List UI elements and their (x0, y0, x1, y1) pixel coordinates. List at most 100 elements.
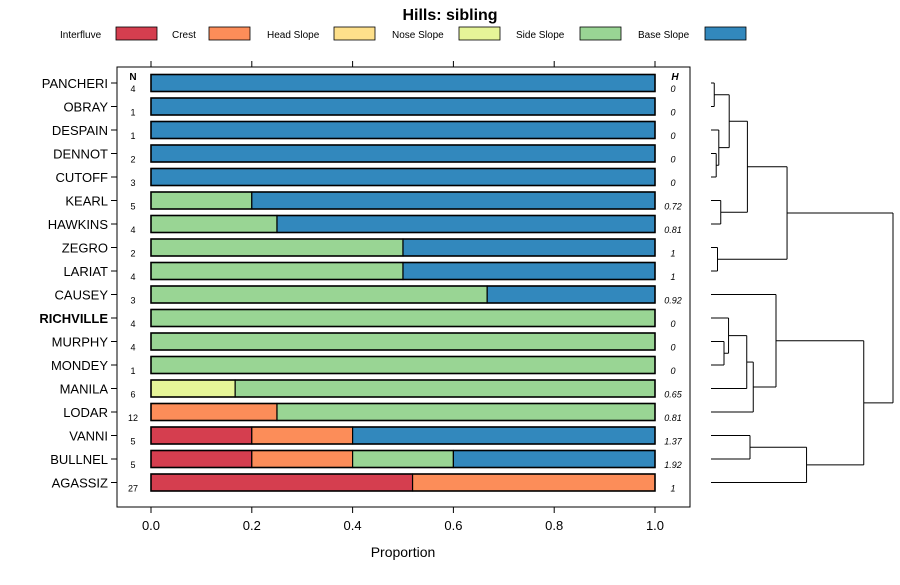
legend-label: Interfluve (60, 30, 102, 41)
n-value: 1 (130, 366, 135, 376)
n-value: 3 (130, 178, 135, 188)
n-value: 12 (128, 413, 138, 423)
x-tick-label: 0.6 (444, 518, 462, 533)
x-tick-label: 0.2 (243, 518, 261, 533)
bar-segment (150, 308, 656, 328)
n-value: 5 (130, 437, 135, 447)
row-label: LARIAT (63, 264, 108, 279)
bar-outline (150, 379, 656, 398)
bar-segment (352, 426, 656, 445)
row-label: RICHVILLE (39, 311, 108, 326)
bar-outline (150, 167, 656, 187)
bar-segment (276, 214, 656, 234)
bar-outline (150, 473, 656, 492)
legend-label: Head Slope (267, 30, 320, 41)
row-label: KEARL (65, 194, 108, 209)
row-label: CUTOFF (56, 170, 109, 185)
bar-outline (150, 97, 656, 116)
bar-outline (150, 238, 656, 257)
h-header: H (671, 72, 679, 83)
bar-segment (486, 285, 656, 304)
row-label: ZEGRO (62, 241, 108, 256)
bar-segment (150, 191, 253, 210)
n-value: 4 (130, 84, 135, 94)
bar-segment (411, 473, 656, 492)
bar-segment (234, 379, 656, 398)
h-value: 0 (670, 178, 675, 188)
bar-outline (150, 308, 656, 328)
h-value: 0.81 (664, 225, 682, 235)
bar-segment (150, 473, 414, 492)
h-value: 0 (670, 155, 675, 165)
legend-label: Side Slope (516, 30, 565, 41)
bar-segment (150, 73, 656, 93)
h-value: 0 (670, 343, 675, 353)
bar-outline (150, 355, 656, 375)
bar-segment (452, 449, 656, 469)
n-value: 4 (130, 343, 135, 353)
bar-segment (150, 449, 253, 469)
bar-segment (150, 120, 656, 140)
row-label: DESPAIN (52, 123, 108, 138)
h-value: 0 (670, 366, 675, 376)
h-value: 0.65 (664, 390, 683, 400)
n-value: 1 (130, 131, 135, 141)
n-value: 4 (130, 272, 135, 282)
bar-outline (150, 120, 656, 140)
h-value: 0.81 (664, 413, 682, 423)
bar-segment (150, 355, 656, 375)
bar-outline (150, 426, 656, 445)
bar-segment (150, 214, 278, 234)
n-value: 27 (128, 484, 138, 494)
x-axis: 0.0 0.2 0.4 0.6 0.8 1.0 (142, 61, 664, 533)
bar-segment (150, 238, 404, 257)
bar-segment (402, 261, 656, 281)
n-value: 4 (130, 319, 135, 329)
legend-swatch (458, 26, 501, 41)
x-tick-label: 0.4 (344, 518, 362, 533)
row-label: VANNI (69, 429, 108, 444)
bar-segment (150, 379, 236, 398)
bar-outline (150, 285, 656, 304)
bar-outline (150, 261, 656, 281)
bar-segment (150, 167, 656, 187)
bar-outline (150, 191, 656, 210)
legend-label: Crest (172, 30, 196, 41)
bar-segment (150, 426, 253, 445)
legend-swatch (333, 26, 376, 41)
h-value: 1 (670, 272, 675, 282)
h-value: 1 (670, 484, 675, 494)
row-label: BULLNEL (50, 452, 108, 467)
h-value: 0 (670, 319, 675, 329)
row-label: MANILA (60, 382, 109, 397)
legend-label: Base Slope (638, 30, 690, 41)
legend-label: Nose Slope (392, 30, 444, 41)
bar-outline (150, 449, 656, 469)
bar-segment (150, 144, 656, 163)
h-value: 0 (670, 108, 675, 118)
n-value: 4 (130, 225, 135, 235)
n-value: 2 (130, 249, 135, 259)
bar-outline (150, 144, 656, 163)
legend-swatch (579, 26, 622, 41)
n-value: 6 (130, 390, 135, 400)
x-tick-label: 0.0 (142, 518, 160, 533)
bar-segment (402, 238, 656, 257)
bar-segment (251, 449, 354, 469)
n-value: 3 (130, 296, 135, 306)
row-label: PANCHERI (42, 76, 108, 91)
bar-outline (150, 73, 656, 93)
bar-segment (150, 97, 656, 116)
legend-swatch (208, 26, 251, 41)
x-axis-label: Proportion (371, 544, 436, 560)
h-value: 1 (670, 249, 675, 259)
bar-segment (352, 449, 455, 469)
n-value: 2 (130, 155, 135, 165)
bar-outline (150, 332, 656, 351)
bar-segment (150, 261, 404, 281)
h-value: 1.92 (664, 460, 682, 470)
h-value: 1.37 (664, 437, 683, 447)
n-header: N (129, 72, 136, 83)
legend-swatch (704, 26, 747, 41)
